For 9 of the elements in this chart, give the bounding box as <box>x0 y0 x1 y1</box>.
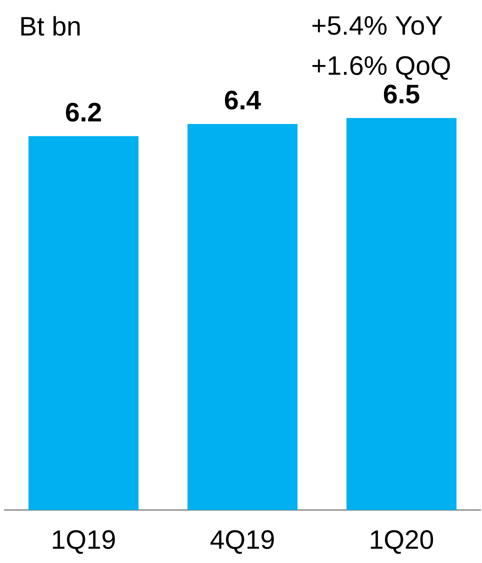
text: +1.6% QoQ <box>312 56 450 80</box>
x-tick-label: 4Q19 <box>210 530 274 554</box>
data-label: 6.2 <box>66 102 102 122</box>
x-tick-label: 1Q19 <box>53 530 116 554</box>
x-tick-label: 1Q20 <box>371 530 434 554</box>
data-label: 6.5 <box>384 84 420 104</box>
data-label: 6.4 <box>225 90 262 110</box>
y-axis-title: Bt bn <box>22 16 80 36</box>
text: +5.4% YoY <box>312 16 442 35</box>
